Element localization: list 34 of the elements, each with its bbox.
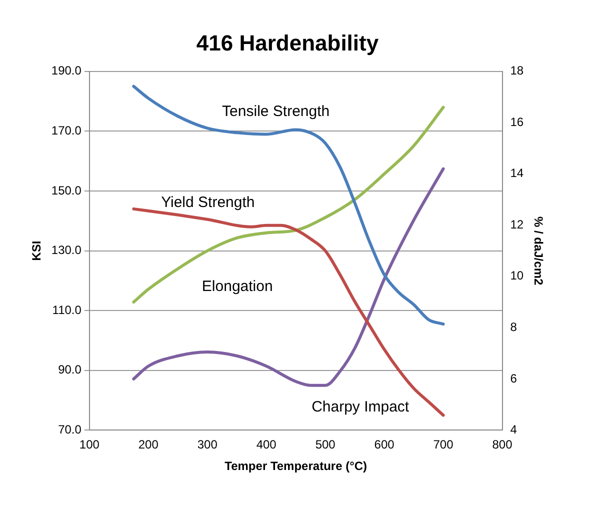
y-tick-label: 190.0 xyxy=(51,64,82,78)
x-axis-title: Temper Temperature (°C) xyxy=(224,459,368,474)
x-tick-label: 200 xyxy=(138,438,159,452)
y-tick-label: 150.0 xyxy=(51,183,82,198)
y2-axis-title: % / daJ/cm2 xyxy=(531,216,546,286)
line-series xyxy=(132,167,445,387)
y2-tick-label: 14 xyxy=(510,166,524,180)
x-tick-label: 500 xyxy=(315,438,336,452)
y2-tick-label: 16 xyxy=(510,114,524,129)
x-tick-label: 800 xyxy=(492,438,513,452)
x-tick-label: 400 xyxy=(256,438,277,452)
x-tick-label: 600 xyxy=(374,438,395,452)
series-label: Elongation xyxy=(202,278,273,295)
y2-tick-label: 4 xyxy=(510,422,518,437)
chart-title: 416 Hardenability xyxy=(196,30,380,56)
x-tick-label: 100 xyxy=(79,438,100,452)
y-tick-label: 130.0 xyxy=(51,243,82,258)
y-axis-title: KSI xyxy=(30,240,44,261)
series-label: Charpy Impact xyxy=(312,398,410,416)
series-label: Yield Strength xyxy=(161,194,255,212)
y-tick-label: 70.0 xyxy=(58,422,82,437)
y2-tick-label: 10 xyxy=(510,268,524,283)
y2-tick-label: 8 xyxy=(510,320,518,334)
y-tick-label: 110.0 xyxy=(52,302,82,317)
y2-tick-label: 12 xyxy=(510,217,524,232)
x-tick-label: 700 xyxy=(433,438,454,452)
line-series xyxy=(132,106,445,304)
line-series xyxy=(132,84,445,326)
y-tick-label: 90.0 xyxy=(58,362,82,377)
x-tick-label: 300 xyxy=(197,438,218,452)
series-label: Tensile Strength xyxy=(222,102,330,120)
y-tick-label: 170.0 xyxy=(51,124,82,138)
y2-tick-label: 6 xyxy=(510,371,518,386)
y2-tick-label: 18 xyxy=(510,64,524,78)
